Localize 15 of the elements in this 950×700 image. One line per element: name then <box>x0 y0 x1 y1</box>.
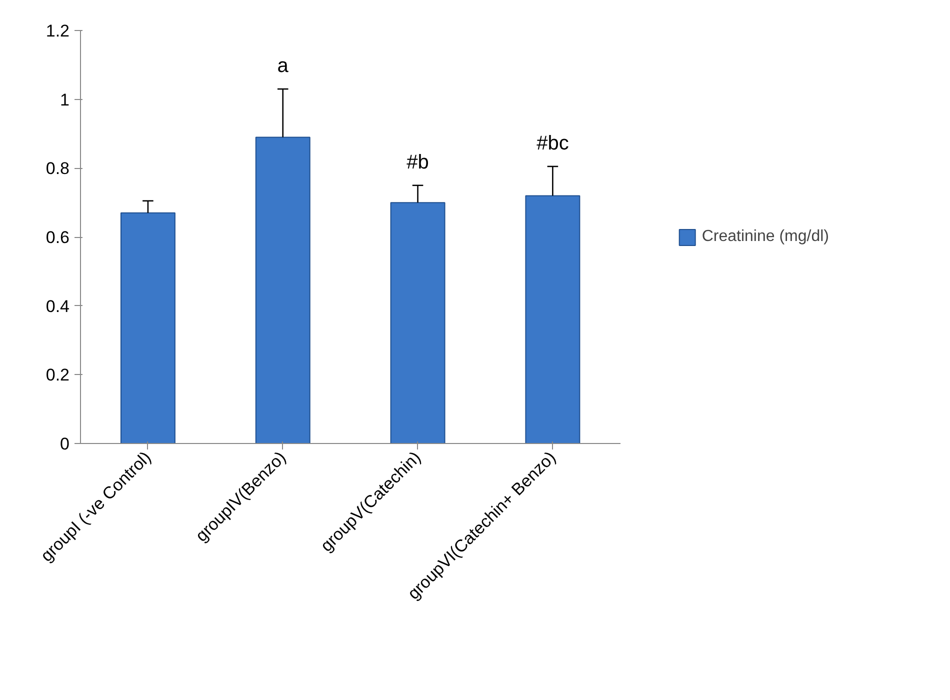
bar <box>390 202 446 444</box>
y-tick-label: 1.2 <box>46 22 70 40</box>
bar <box>120 212 176 444</box>
annotation: #bc <box>536 132 569 154</box>
legend-label: Creatinine (mg/dl) <box>702 228 829 246</box>
y-tick-label: 0.6 <box>46 228 70 247</box>
y-tick-label: 0.2 <box>46 366 70 385</box>
y-tick-label: 1 <box>60 90 70 110</box>
y-tick-label: 0.4 <box>46 296 70 316</box>
annotation: a <box>277 55 290 78</box>
y-tick-label: 0 <box>60 434 70 454</box>
annotation: #b <box>406 151 429 174</box>
bar <box>255 136 310 444</box>
y-tick-label: 0.8 <box>46 159 70 178</box>
bar <box>525 195 580 444</box>
